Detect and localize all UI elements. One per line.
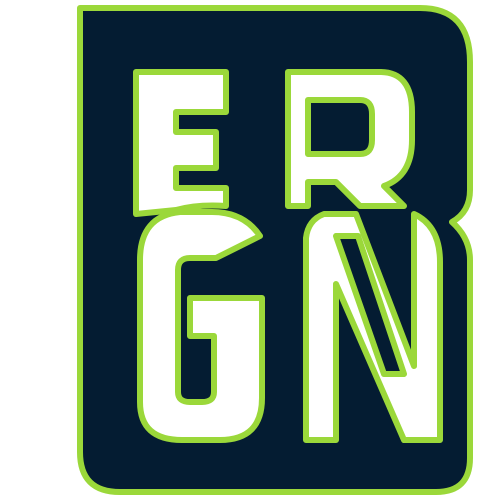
letter-g-cutout: [137, 209, 265, 443]
letter-e-cutout: [133, 69, 229, 217]
letter-r-bowl: [305, 97, 375, 157]
letter-n-diagonal: [333, 233, 407, 377]
